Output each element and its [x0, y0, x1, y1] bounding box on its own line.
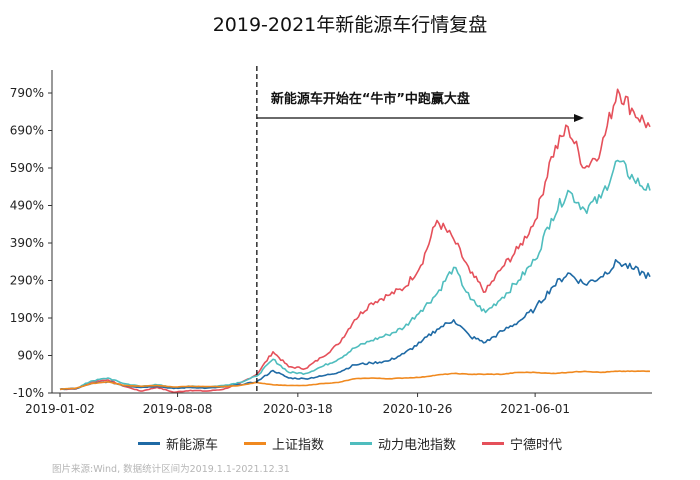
legend-item: 新能源车 [137, 434, 218, 453]
series-line-动力电池指数 [59, 159, 651, 391]
series-line-宁德时代 [59, 88, 651, 394]
legend: 新能源车 上证指数 动力电池指数 宁德时代 [0, 434, 700, 453]
y-tick-label: 390% [10, 236, 44, 250]
y-tick-label: 90% [17, 349, 44, 363]
y-tick-label: 490% [10, 199, 44, 213]
y-tick-label: 790% [10, 86, 44, 100]
y-tick-label: 590% [10, 161, 44, 175]
annotation: 新能源车开始在“牛市”中跑赢大盘 [256, 66, 584, 393]
legend-label: 新能源车 [165, 438, 218, 453]
legend-label: 宁德时代 [510, 438, 563, 453]
x-tick-label: 2019-08-08 [143, 402, 213, 416]
x-tick-label: 2021-06-01 [500, 402, 570, 416]
annotation-text: 新能源车开始在“牛市”中跑赢大盘 [271, 91, 470, 107]
legend-item: 宁德时代 [482, 434, 562, 453]
y-tick-label: -10% [13, 386, 44, 400]
series-line-上证指数 [59, 370, 651, 391]
legend-swatch [482, 442, 505, 445]
series-line-新能源车 [59, 258, 651, 391]
x-tick-label: 2020-10-26 [383, 402, 453, 416]
y-tick-label: 690% [10, 124, 44, 138]
line-chart: -10% 90% 190% 290% 390% 490% 590% 690% 790% 2019-… [10, 66, 652, 416]
legend-item: 动力电池指数 [350, 434, 456, 453]
x-tick-label: 2020-03-18 [263, 402, 333, 416]
x-tick-label: 2019-01-02 [25, 402, 95, 416]
legend-label: 动力电池指数 [378, 438, 457, 453]
y-tick-label: 190% [10, 311, 44, 325]
annotation-arrow-head [574, 114, 584, 122]
plot-lines [59, 88, 651, 394]
legend-label: 上证指数 [271, 438, 324, 453]
chart-title: 2019-2021年新能源车行情复盘 [212, 14, 488, 36]
legend-swatch [243, 442, 266, 445]
y-tick-label: 290% [10, 274, 44, 288]
legend-item: 上证指数 [243, 434, 324, 453]
axes: -10% 90% 190% 290% 390% 490% 590% 690% 790% 2019-… [10, 70, 652, 416]
source-note: 图片来源:Wind, 数据统计区间为2019.1.1-2021.12.31 [52, 464, 290, 475]
legend-swatch [350, 442, 372, 445]
legend-swatch [137, 442, 160, 445]
